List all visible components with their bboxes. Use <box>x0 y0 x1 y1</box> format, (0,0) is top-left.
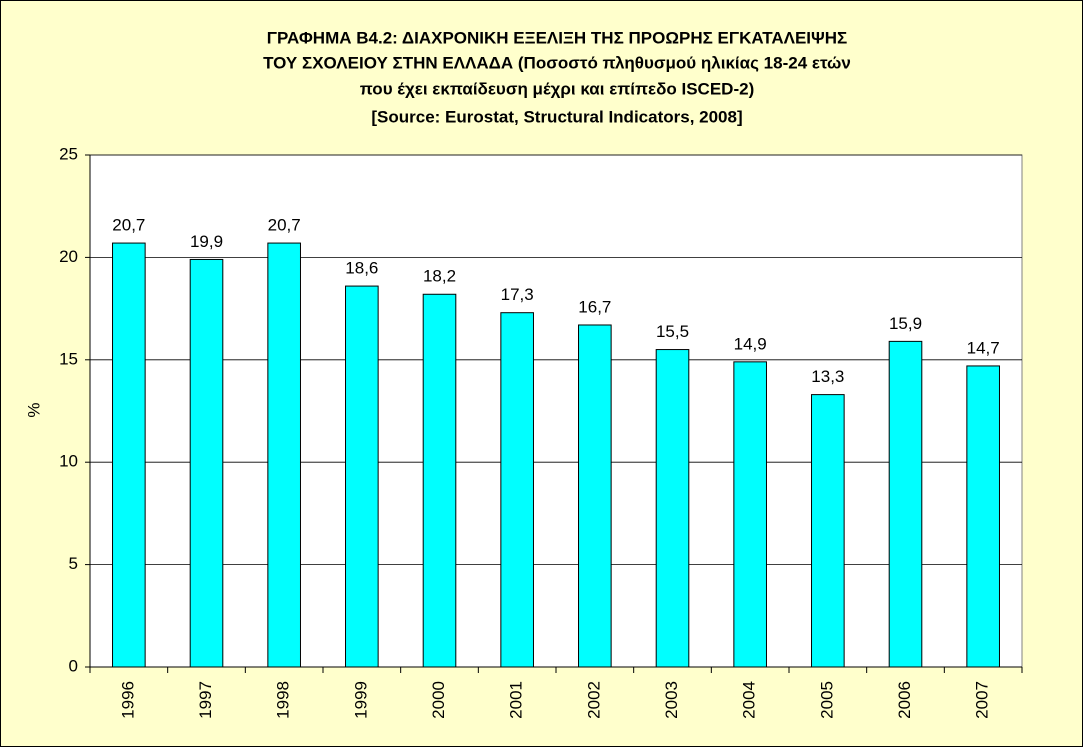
bar <box>578 324 612 668</box>
data-label: 14,7 <box>967 338 1000 357</box>
x-tick-label: 2007 <box>973 681 992 719</box>
bar <box>189 258 224 668</box>
x-tick-label: 2005 <box>817 681 836 719</box>
chart-title: ΤΟΥ ΣΧΟΛΕΙΟΥ ΣΤΗΝ ΕΛΛΑΔΑ (Ποσοστό πληθυσ… <box>263 53 851 72</box>
bar <box>888 340 923 668</box>
data-label: 20,7 <box>268 216 301 235</box>
x-tick-label: 2003 <box>662 681 681 719</box>
data-label: 18,6 <box>345 259 378 278</box>
data-label: 18,2 <box>423 267 456 286</box>
x-tick-label: 1997 <box>196 681 215 719</box>
chart-title: ΓΡΑΦΗΜΑ Β4.2: ΔΙΑΧΡΟΝΙΚΗ ΕΞΕΛΙΞΗ ΤΗΣ ΠΡΟ… <box>267 28 848 47</box>
bar <box>112 242 146 668</box>
bar <box>267 242 301 668</box>
x-tick-label: 2001 <box>507 681 526 719</box>
bar <box>655 349 690 668</box>
plot-area <box>89 154 1023 668</box>
x-tick-label: 2006 <box>895 681 914 719</box>
chart-title: που έχει εκπαίδευση μέχρι και επίπεδο IS… <box>360 79 754 98</box>
y-tick-label: 5 <box>69 554 78 573</box>
data-label: 15,5 <box>656 322 689 341</box>
data-label: 13,3 <box>811 367 844 386</box>
y-tick-label: 10 <box>59 452 78 471</box>
bar <box>966 365 1000 668</box>
chart-title: [Source: Eurostat, Structural Indicators… <box>371 107 742 126</box>
bar <box>733 361 767 668</box>
data-label: 17,3 <box>501 285 534 304</box>
x-tick-label: 2002 <box>584 681 603 719</box>
x-tick-label: 2000 <box>429 681 448 719</box>
x-tick-label: 1998 <box>274 681 293 719</box>
bar <box>500 312 534 668</box>
data-label: 19,9 <box>190 232 223 251</box>
data-label: 20,7 <box>112 216 145 235</box>
bar <box>811 394 845 668</box>
y-tick-label: 15 <box>59 349 78 368</box>
data-label: 14,9 <box>734 334 767 353</box>
y-tick-label: 25 <box>59 144 78 163</box>
bar <box>422 293 457 668</box>
data-label: 15,9 <box>889 314 922 333</box>
y-tick-label: 20 <box>59 247 78 266</box>
x-tick-label: 2004 <box>740 681 759 719</box>
y-tick-label: 0 <box>69 656 78 675</box>
bar <box>345 285 379 668</box>
data-label: 16,7 <box>578 297 611 316</box>
y-axis-label: % <box>24 402 43 417</box>
x-tick-label: 1996 <box>118 681 137 719</box>
x-tick-label: 1999 <box>351 681 370 719</box>
